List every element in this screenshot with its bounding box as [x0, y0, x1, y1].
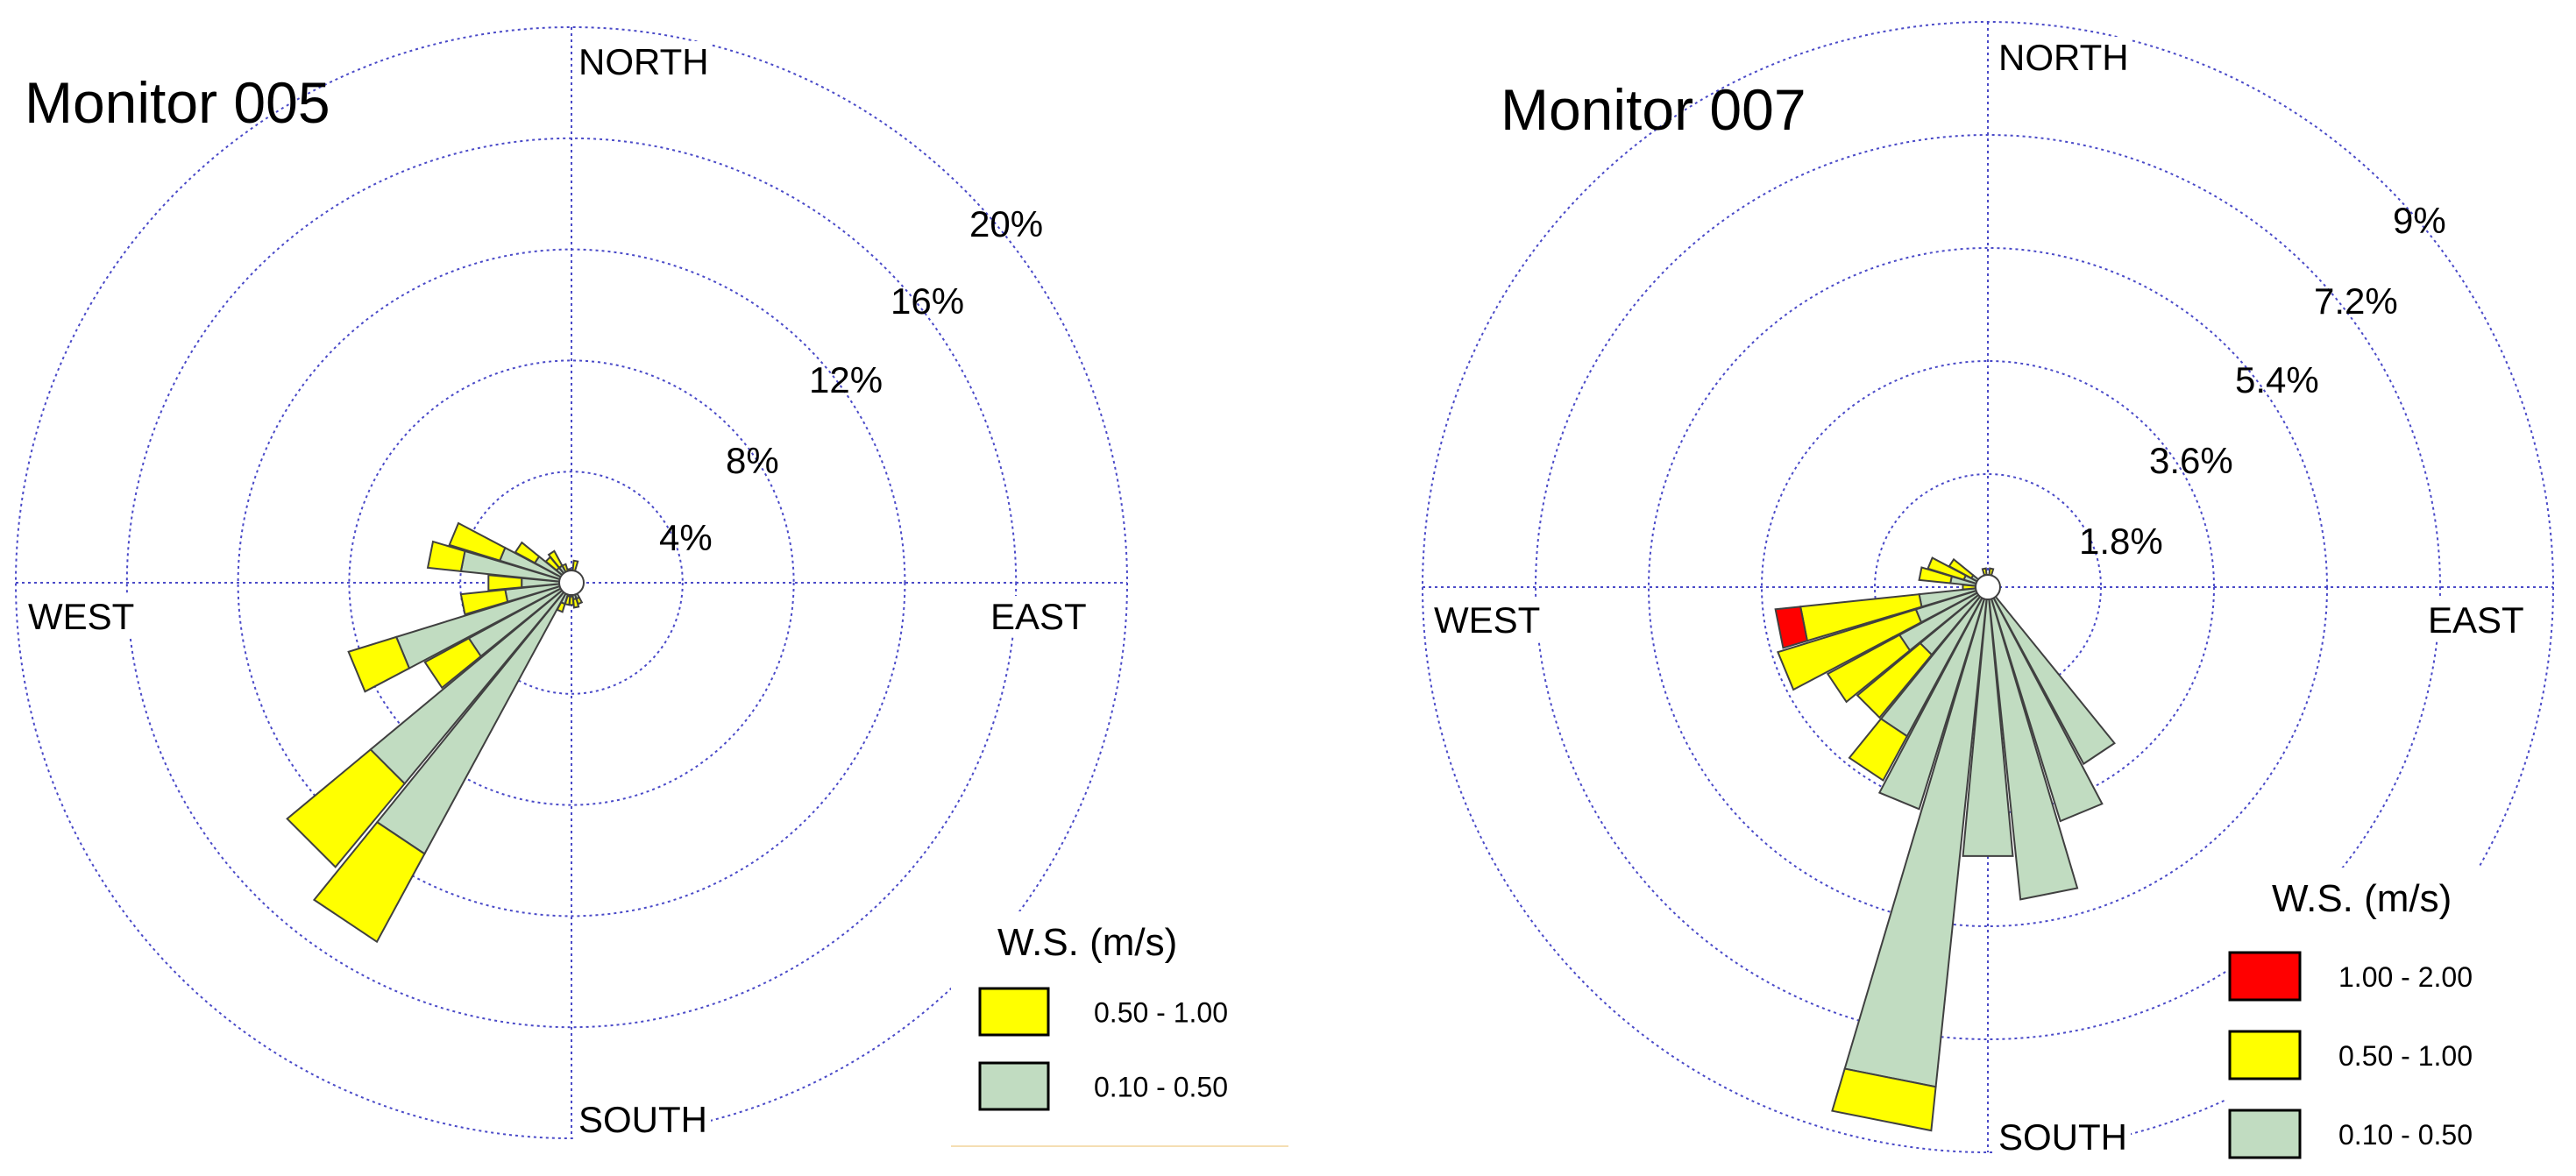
direction-label-east: EAST	[2428, 599, 2524, 641]
ring-label: 12%	[809, 359, 883, 400]
legend: W.S. (m/s) 0.50 - 1.00 0.10 - 0.50	[951, 911, 1288, 1146]
legend-swatch	[980, 988, 1048, 1035]
legend-entry-label: 0.50 - 1.00	[1094, 997, 1228, 1029]
petal-segment	[1776, 606, 1807, 648]
petal-segment	[349, 637, 409, 691]
legend-title: W.S. (m/s)	[2272, 877, 2452, 920]
ring-label: 1.8%	[2079, 521, 2163, 562]
legend-swatch	[2230, 1110, 2300, 1158]
legend-entry-label: 0.10 - 0.50	[1094, 1072, 1228, 1103]
legend-title: W.S. (m/s)	[997, 921, 1177, 964]
legend-swatch	[980, 1063, 1048, 1109]
direction-label-west: WEST	[1434, 599, 1540, 641]
direction-label-east: EAST	[990, 596, 1087, 637]
chart-title: Monitor 007	[1501, 77, 1806, 142]
chart-title: Monitor 005	[25, 70, 330, 135]
legend-swatch	[2230, 953, 2300, 1000]
ring-label: 16%	[891, 280, 964, 322]
legend-entry-label: 1.00 - 2.00	[2338, 961, 2473, 993]
ring-label: 9%	[2393, 200, 2446, 241]
ring-label: 20%	[969, 203, 1043, 244]
center-marker	[559, 570, 584, 595]
direction-label-north: NORTH	[578, 41, 709, 82]
direction-label-south: SOUTH	[1998, 1116, 2127, 1158]
ring-label: 3.6%	[2149, 440, 2233, 481]
legend: W.S. (m/s) 1.00 - 2.00 0.50 - 1.00 0.10 - 0…	[2226, 868, 2542, 1176]
legend-swatch	[2230, 1031, 2300, 1079]
center-marker	[1976, 575, 2000, 599]
ring-label: 5.4%	[2235, 359, 2319, 400]
ring-label: 8%	[726, 440, 779, 481]
ring-label: 4%	[659, 517, 713, 558]
ring-label: 7.2%	[2314, 280, 2398, 322]
direction-label-north: NORTH	[1998, 37, 2129, 78]
petal-segment	[1983, 569, 1987, 576]
windrose-chart-2: 1.8% 3.6%5.4% 7.2% 9% NORTH EAST SOUTH WEST Moni…	[1423, 22, 2553, 1176]
legend-entry-label: 0.50 - 1.00	[2338, 1040, 2473, 1072]
legend-entry-label: 0.10 - 0.50	[2338, 1119, 2473, 1151]
windrose-chart-1: 4% 8% 12%16%20% NORTH EAST SOUTH WEST Monitor 0…	[16, 27, 1288, 1146]
direction-label-south: SOUTH	[578, 1099, 707, 1140]
direction-label-west: WEST	[28, 596, 134, 637]
